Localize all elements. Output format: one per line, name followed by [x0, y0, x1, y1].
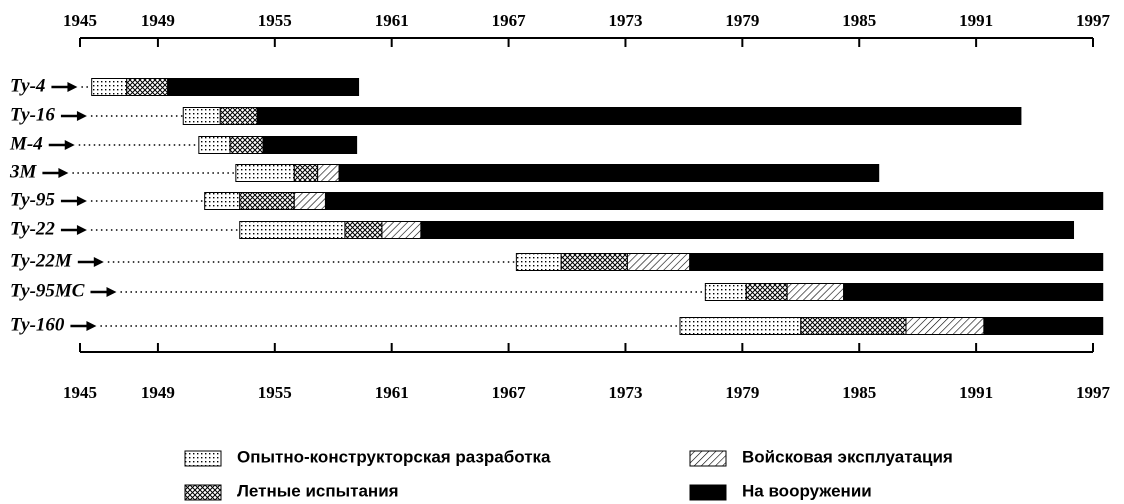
x-tick-label: 1961	[375, 11, 409, 30]
x-tick-label: 1949	[141, 383, 175, 402]
bar-segment	[256, 107, 1022, 125]
arrow-head	[58, 168, 69, 178]
bar-segment	[126, 78, 169, 96]
legend-label: Опытно-конструкторская разработка	[237, 447, 551, 466]
x-tick-label: 1967	[492, 11, 527, 30]
category-label: Ту-22	[10, 218, 55, 239]
bar-segment	[420, 221, 1075, 239]
x-tick-label: 1979	[725, 383, 759, 402]
x-tick-label: 1979	[725, 11, 759, 30]
legend-label: На вооружении	[742, 481, 872, 500]
bar-segment	[626, 253, 691, 271]
category-label: Ту-22М	[10, 250, 73, 271]
x-tick-label: 1985	[842, 11, 876, 30]
bar-segment	[235, 164, 295, 182]
bar-segment	[689, 253, 1104, 271]
legend-label: Летные испытания	[237, 481, 399, 500]
arrow-head	[67, 82, 78, 92]
x-tick-label: 1997	[1076, 383, 1111, 402]
legend-swatch	[184, 450, 222, 467]
bar-segment	[229, 136, 264, 154]
legend-swatch	[689, 450, 727, 467]
x-tick-label: 1955	[258, 11, 292, 30]
x-tick-label: 1945	[63, 11, 97, 30]
bar-segment	[167, 78, 360, 96]
arrow-head	[76, 196, 87, 206]
bar-segment	[182, 107, 221, 125]
bar-segment	[515, 253, 562, 271]
legend-swatch	[689, 484, 727, 501]
bar-segment	[843, 283, 1104, 301]
arrow-head	[76, 111, 87, 121]
bar-segment	[338, 164, 880, 182]
x-tick-label: 1985	[842, 383, 876, 402]
category-label: 3М	[9, 161, 38, 182]
bar-segment	[239, 221, 346, 239]
x-tick-label: 1991	[959, 11, 993, 30]
x-tick-label: 1997	[1076, 11, 1111, 30]
bar-segment	[560, 253, 628, 271]
bar-segment	[905, 317, 985, 335]
bar-segment	[198, 136, 231, 154]
bar-segment	[262, 136, 358, 154]
x-tick-label: 1973	[608, 11, 642, 30]
bar-segment	[983, 317, 1104, 335]
x-tick-label: 1973	[608, 383, 642, 402]
category-label: Ту-95	[10, 189, 55, 210]
bar-segment	[219, 107, 258, 125]
bar-segment	[381, 221, 422, 239]
arrow-head	[64, 140, 75, 150]
arrow-head	[76, 225, 87, 235]
bar-segment	[679, 317, 802, 335]
x-tick-label: 1955	[258, 383, 292, 402]
bar-segment	[204, 192, 241, 210]
x-tick-label: 1967	[492, 383, 527, 402]
bar-segment	[91, 78, 128, 96]
bar-segment	[293, 192, 326, 210]
legend-label: Войсковая эксплуатация	[742, 447, 953, 466]
category-label: М-4	[9, 133, 43, 154]
arrow-head	[86, 321, 97, 331]
bar-segment	[239, 192, 295, 210]
bar-segment	[317, 164, 340, 182]
category-label: Ту-160	[10, 314, 65, 335]
x-tick-label: 1991	[959, 383, 993, 402]
bar-segment	[786, 283, 845, 301]
x-tick-label: 1945	[63, 383, 97, 402]
x-tick-label: 1949	[141, 11, 175, 30]
arrow-head	[93, 257, 104, 267]
bar-segment	[745, 283, 788, 301]
arrow-head	[106, 287, 117, 297]
category-label: Ту-16	[10, 104, 55, 125]
bar-segment	[293, 164, 319, 182]
category-label: Ту-4	[10, 75, 45, 96]
bar-segment	[800, 317, 907, 335]
bar-segment	[344, 221, 383, 239]
category-label: Ту-95МС	[10, 280, 85, 301]
bar-segment	[324, 192, 1104, 210]
legend-swatch	[184, 484, 222, 501]
bar-segment	[704, 283, 747, 301]
x-tick-label: 1961	[375, 383, 409, 402]
